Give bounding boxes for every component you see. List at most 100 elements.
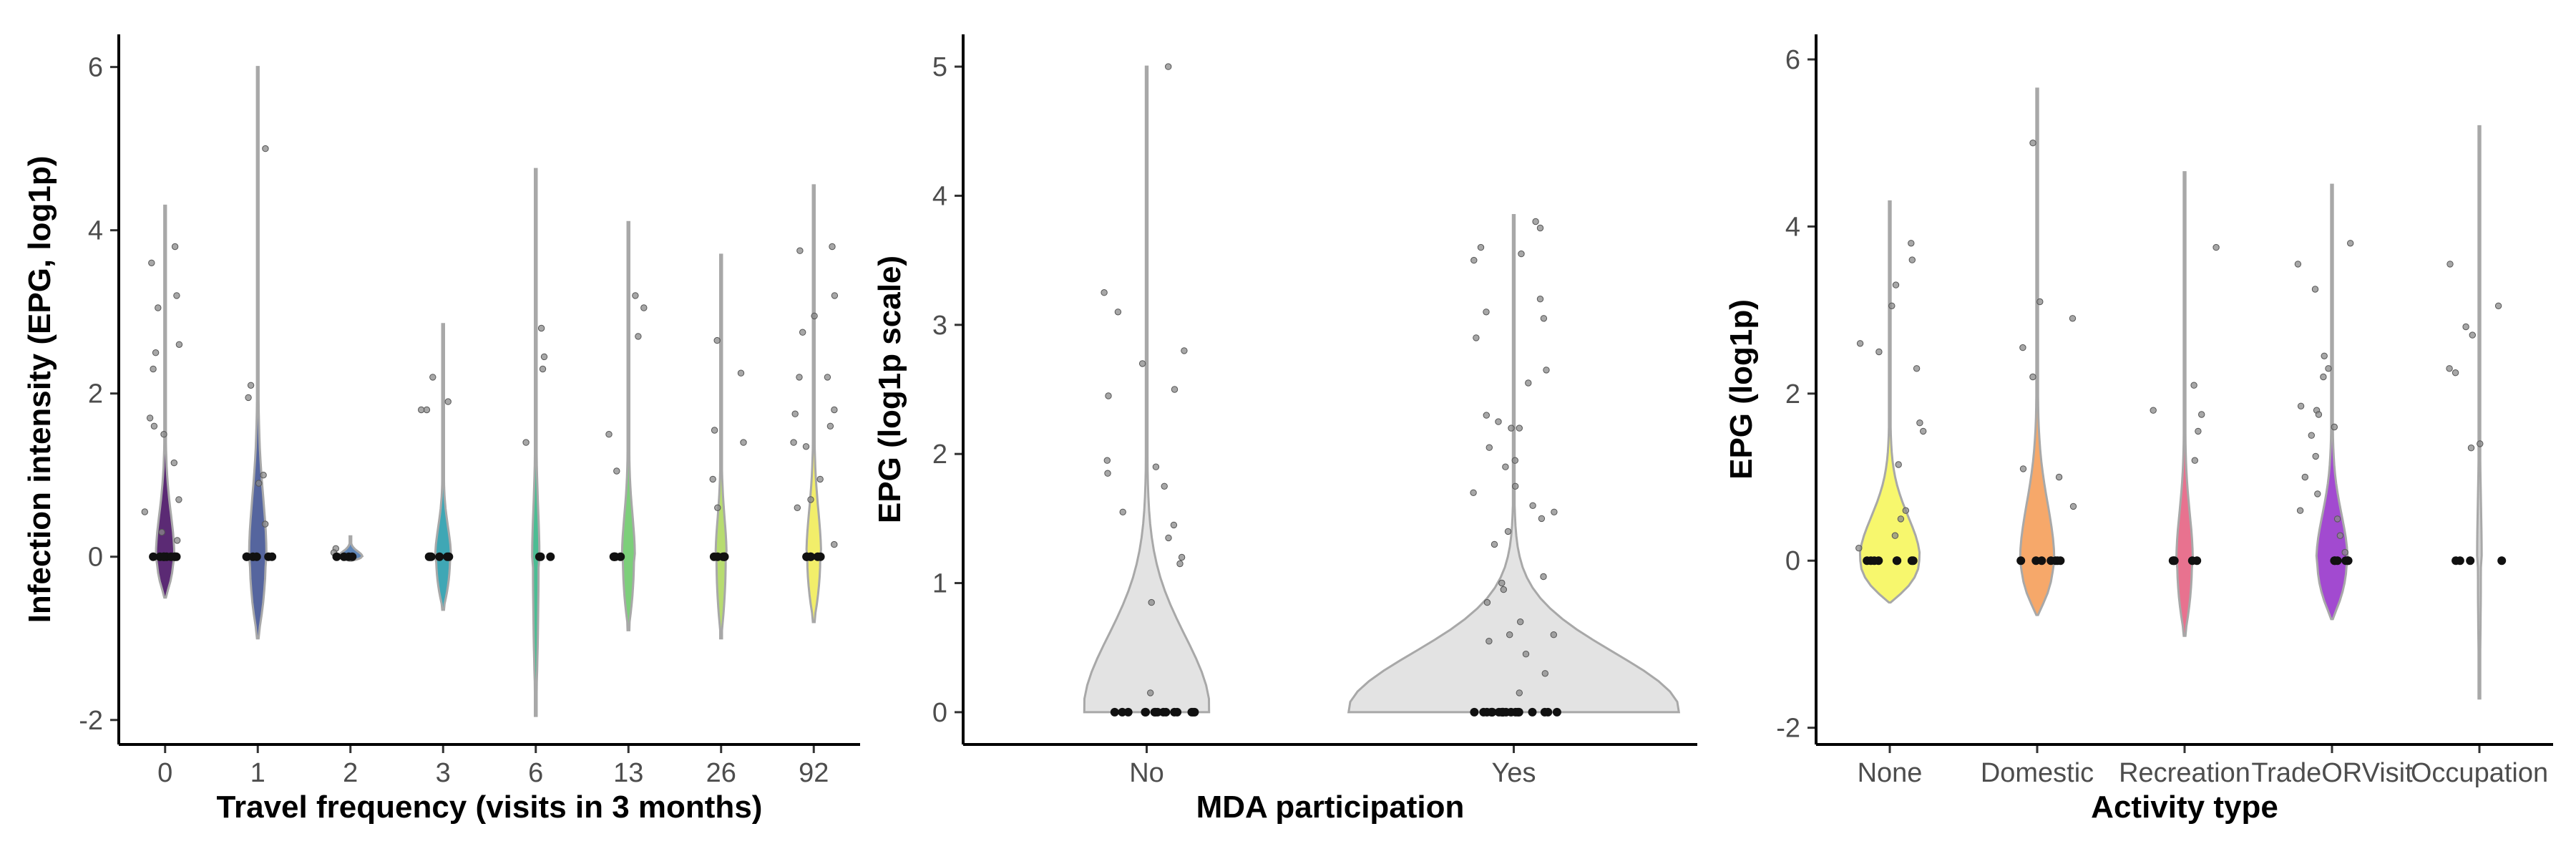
data-point <box>2477 440 2484 447</box>
data-point <box>444 398 452 405</box>
data-point <box>2325 365 2332 372</box>
data-point <box>1491 540 1498 548</box>
data-point <box>1916 419 1923 427</box>
data-point <box>2341 548 2348 556</box>
data-point <box>791 410 799 417</box>
data-point <box>796 374 803 381</box>
data-point <box>2469 331 2477 339</box>
data-point <box>1541 670 1549 677</box>
violin-No <box>1083 65 1211 714</box>
data-point <box>539 365 547 373</box>
data-point <box>148 259 155 266</box>
data-point <box>252 552 261 561</box>
data-point <box>1888 302 1896 309</box>
data-point <box>1891 532 1899 539</box>
data-point <box>829 243 836 251</box>
y-tick-label: 2 <box>88 379 103 409</box>
data-point <box>2190 382 2197 389</box>
data-point <box>824 374 831 381</box>
data-point <box>1488 707 1497 717</box>
data-point <box>2019 344 2026 351</box>
data-point <box>170 459 178 467</box>
x-tick-label: 6 <box>528 758 543 788</box>
data-point <box>2446 261 2454 268</box>
data-point <box>2343 556 2352 566</box>
data-point <box>2446 365 2453 372</box>
data-point <box>1495 418 1502 425</box>
data-point <box>423 406 431 414</box>
data-point <box>443 552 452 561</box>
x-axis-title: Travel frequency (visits in 3 months) <box>217 790 763 825</box>
data-point <box>635 333 642 340</box>
data-point <box>1170 521 1178 529</box>
data-point <box>1517 618 1524 626</box>
data-point <box>170 552 179 561</box>
data-point <box>2036 298 2044 306</box>
data-point <box>1473 334 1480 341</box>
data-point <box>2069 315 2077 322</box>
data-point <box>605 431 613 438</box>
panel-mda-participation: No Yes 0 1 2 3 4 5 MDA participation EPG (log1p s… <box>872 34 1697 825</box>
violin-Recreation <box>2175 171 2195 637</box>
x-tick-label: 92 <box>799 758 829 788</box>
y-tick-label: -2 <box>1776 714 1800 744</box>
data-point <box>2308 432 2316 439</box>
data-point <box>146 414 154 422</box>
y-tick-label: 6 <box>88 53 103 83</box>
data-point <box>348 552 357 561</box>
data-point <box>1483 412 1491 419</box>
data-point <box>1875 348 1883 356</box>
data-point <box>1148 598 1155 606</box>
data-point <box>720 552 729 561</box>
data-point <box>640 304 648 311</box>
data-point <box>1103 457 1111 464</box>
data-point <box>2019 465 2027 472</box>
y-tick-label: 5 <box>932 52 947 82</box>
data-point <box>2029 373 2036 381</box>
data-point <box>522 439 530 446</box>
data-point <box>2312 452 2319 460</box>
data-point <box>709 475 716 483</box>
data-point <box>1173 707 1182 717</box>
data-point <box>1540 315 1548 322</box>
data-point <box>1522 651 1530 658</box>
data-point <box>1863 556 1872 566</box>
data-point <box>1485 638 1493 645</box>
y-tick-label: 2 <box>1785 379 1800 409</box>
data-point <box>429 374 436 381</box>
data-point <box>245 394 252 402</box>
data-point <box>1104 470 1111 477</box>
data-point <box>1855 545 1863 552</box>
data-point <box>1105 392 1112 399</box>
data-point <box>1138 360 1146 367</box>
data-point <box>2187 556 2197 566</box>
data-point <box>802 443 810 450</box>
data-point <box>1528 707 1537 717</box>
x-axis-title: Activity type <box>2091 790 2278 825</box>
violin-1 <box>248 66 268 640</box>
violin-3 <box>434 323 452 611</box>
data-point <box>1892 281 1900 288</box>
x-tick-label: 1 <box>250 758 265 788</box>
data-point <box>261 520 269 528</box>
data-point <box>173 292 180 299</box>
data-point <box>418 406 425 414</box>
y-tick-label: 0 <box>932 698 947 728</box>
data-point <box>1479 707 1488 717</box>
data-point <box>816 475 824 483</box>
data-point <box>1502 463 1509 470</box>
data-point <box>152 349 160 356</box>
data-point <box>1902 507 1910 514</box>
data-point <box>2347 240 2354 247</box>
data-point <box>1920 427 1927 435</box>
violin-Yes <box>1347 214 1681 714</box>
data-point <box>1171 386 1179 393</box>
data-point <box>537 324 545 332</box>
x-tick-label: None <box>1858 758 1923 788</box>
data-point <box>264 552 273 561</box>
x-tick-label: 13 <box>613 758 643 788</box>
data-point <box>149 552 158 561</box>
violin-13 <box>620 220 636 631</box>
data-point <box>2451 369 2459 377</box>
